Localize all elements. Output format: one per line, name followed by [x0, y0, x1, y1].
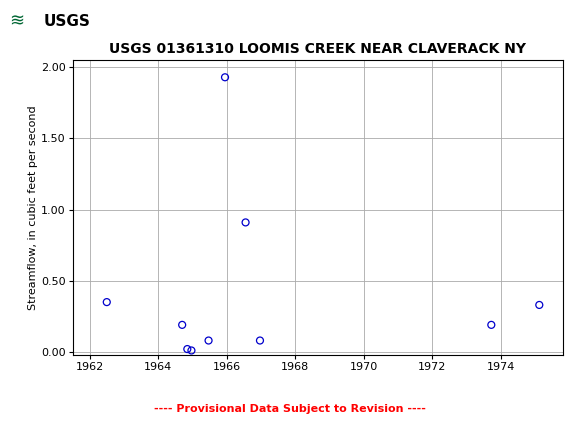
Text: ≋: ≋: [9, 12, 24, 31]
Point: [535, 301, 544, 308]
Point: [102, 299, 111, 306]
Point: [204, 337, 213, 344]
Bar: [3, 3, 93, 43]
Point: [487, 322, 496, 329]
Point: [255, 337, 264, 344]
Y-axis label: Streamflow, in cubic feet per second: Streamflow, in cubic feet per second: [28, 105, 38, 310]
Point: [187, 347, 196, 354]
Point: [241, 219, 250, 226]
Point: [220, 74, 230, 81]
Text: USGS: USGS: [44, 14, 90, 29]
Point: [177, 322, 187, 329]
Text: ---- Provisional Data Subject to Revision ----: ---- Provisional Data Subject to Revisio…: [154, 403, 426, 414]
Title: USGS 01361310 LOOMIS CREEK NEAR CLAVERACK NY: USGS 01361310 LOOMIS CREEK NEAR CLAVERAC…: [109, 42, 526, 56]
Point: [183, 346, 192, 353]
